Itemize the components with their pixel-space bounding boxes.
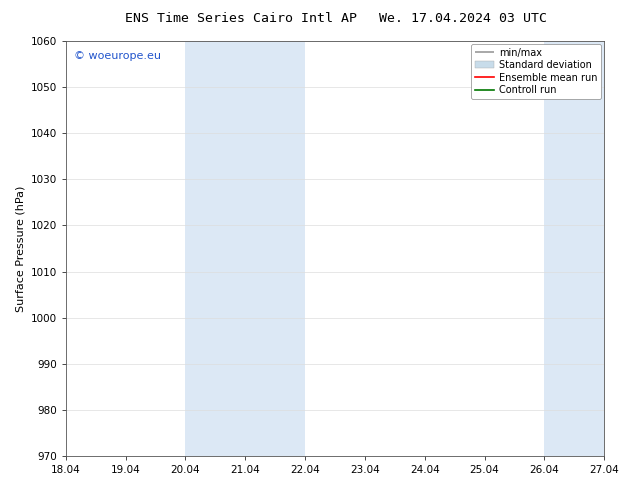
Text: © woeurope.eu: © woeurope.eu xyxy=(74,51,161,61)
Bar xyxy=(545,41,634,456)
Legend: min/max, Standard deviation, Ensemble mean run, Controll run: min/max, Standard deviation, Ensemble me… xyxy=(470,44,601,99)
Text: ENS Time Series Cairo Intl AP: ENS Time Series Cairo Intl AP xyxy=(125,12,357,25)
Y-axis label: Surface Pressure (hPa): Surface Pressure (hPa) xyxy=(15,185,25,312)
Text: We. 17.04.2024 03 UTC: We. 17.04.2024 03 UTC xyxy=(379,12,547,25)
Bar xyxy=(186,41,305,456)
